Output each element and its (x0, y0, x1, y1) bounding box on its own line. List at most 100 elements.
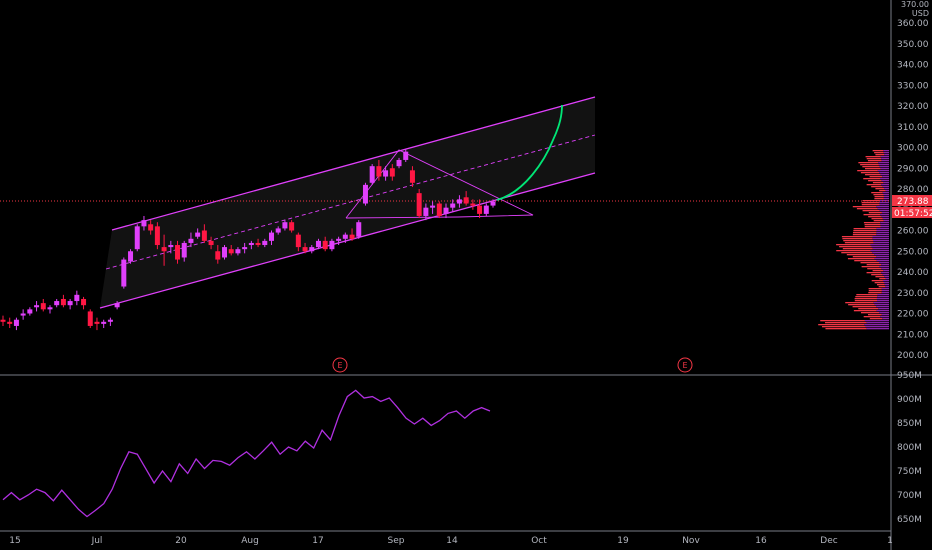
profile-bar-alt (884, 284, 889, 286)
candle-body (490, 201, 496, 206)
candle-body (168, 245, 174, 248)
profile-bar-alt (884, 154, 889, 156)
channel-upper-line (111, 96, 596, 231)
time-tick-label: Oct (531, 536, 547, 546)
profile-bar-alt (877, 296, 889, 298)
profile-bar-alt (881, 264, 889, 266)
profile-bar (874, 282, 884, 284)
candle-body (315, 240, 321, 248)
time-tick-label: 14 (446, 536, 458, 546)
candle-body (309, 247, 315, 252)
candle-body (81, 298, 87, 306)
currency-label: USD (911, 9, 929, 18)
profile-bar (865, 156, 881, 158)
profile-bar-alt (876, 230, 889, 232)
profile-bar-alt (883, 270, 889, 272)
candles (0, 149, 496, 331)
volume-tick-label: 850M (897, 419, 922, 429)
profile-bar (866, 272, 882, 274)
profile-bar (853, 230, 877, 232)
price-axis: 360.00 350.00 340.00 330.00 320.00 310.00 300.… (897, 19, 929, 361)
candle-body (268, 232, 274, 241)
profile-bar-alt (881, 272, 889, 274)
profile-bar-alt (883, 220, 889, 222)
profile-bar-alt (882, 176, 889, 178)
profile-bar (844, 242, 874, 244)
profile-bar (861, 266, 880, 268)
candle-body (222, 247, 228, 258)
profile-bar (878, 286, 886, 288)
profile-bar-alt (880, 168, 889, 170)
last-price-value: 273.88 (897, 197, 929, 207)
profile-bar (872, 182, 884, 184)
profile-bar (868, 216, 882, 218)
profile-bar (862, 210, 880, 212)
profile-bar (871, 186, 883, 188)
profile-bar (860, 262, 880, 264)
profile-bar (861, 202, 880, 204)
time-tick-label: Nov (682, 536, 700, 546)
profile-bar-alt (881, 290, 889, 292)
profile-bar (860, 164, 879, 166)
volume-axis: 950M 900M 850M 800M 750M 700M 650M (897, 371, 922, 525)
volume-tick-label: 800M (897, 443, 922, 453)
candle-body (248, 242, 254, 246)
profile-bar-alt (865, 326, 889, 328)
profile-bar-alt (866, 322, 889, 324)
profile-bar (825, 328, 867, 330)
earnings-marker-circle (332, 357, 348, 373)
price-tick-label: 280.00 (897, 185, 929, 195)
candle-body (423, 207, 429, 216)
profile-bar-alt (879, 202, 889, 204)
profile-bar (868, 292, 882, 294)
profile-bar (853, 228, 877, 230)
candle-body (349, 234, 355, 239)
candle-body (450, 203, 456, 208)
candle-body (396, 159, 402, 167)
profile-bar (863, 316, 881, 318)
profile-bar (873, 220, 884, 222)
last-price-label: 273.88 01:57:52 (892, 195, 932, 219)
candle-body (470, 203, 476, 206)
candle-body (483, 205, 489, 214)
profile-bar (824, 322, 867, 324)
profile-bar-alt (864, 324, 889, 326)
time-tick-label: 17 (312, 536, 323, 546)
profile-bar-alt (876, 234, 889, 236)
time-tick-label: 16 (755, 536, 767, 546)
parallel-channel (99, 96, 596, 309)
profile-bar-alt (874, 254, 889, 256)
profile-bar-alt (876, 228, 889, 230)
candle-body (74, 294, 80, 302)
profile-bar-alt (866, 328, 889, 330)
profile-bar (847, 258, 875, 260)
candle-body (20, 313, 26, 316)
profile-bar (864, 224, 881, 226)
profile-bar-alt (881, 314, 889, 316)
profile-bar-alt (874, 258, 889, 260)
candle-body (356, 222, 362, 237)
candle-body (336, 238, 342, 241)
candle-body (181, 242, 187, 258)
profile-bar-alt (881, 292, 889, 294)
candle-body (27, 309, 33, 314)
profile-bar-alt (880, 224, 889, 226)
profile-bar-alt (873, 242, 889, 244)
profile-bar-alt (885, 286, 889, 288)
volume-tick-label: 700M (897, 491, 922, 501)
profile-bar (854, 300, 878, 302)
profile-bar (852, 206, 877, 208)
profile-bar (866, 158, 882, 160)
profile-bar-alt (881, 160, 889, 162)
profile-bar (852, 306, 877, 308)
candle-body (107, 319, 113, 322)
profile-bar-alt (880, 214, 889, 216)
candle-body (94, 321, 100, 324)
candle-body (0, 319, 6, 322)
profile-bar (861, 204, 880, 206)
profile-bar-alt (876, 310, 889, 312)
profile-bar (863, 214, 881, 216)
profile-bar-alt (879, 210, 889, 212)
price-tick-label: 300.00 (897, 144, 929, 154)
